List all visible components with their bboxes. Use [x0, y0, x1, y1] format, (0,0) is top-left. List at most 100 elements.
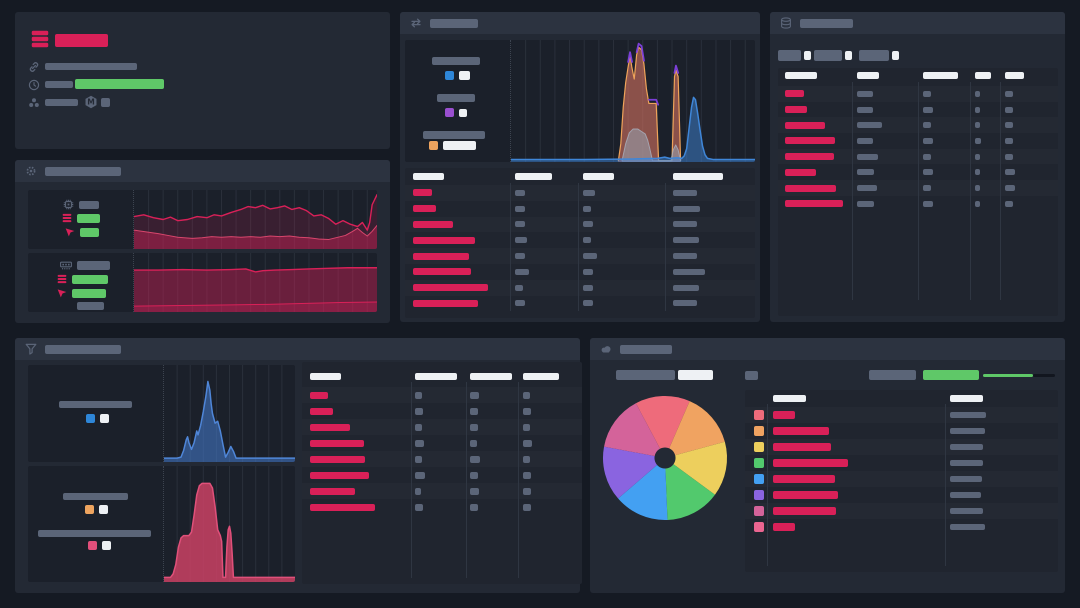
cpu-series-b-legend[interactable] [65, 227, 99, 237]
filter-select-2[interactable] [814, 50, 842, 61]
table-row[interactable] [302, 403, 582, 419]
row-cell-bar [523, 487, 531, 495]
table-row[interactable] [778, 86, 1058, 102]
storage-label-bar [616, 370, 675, 380]
row-cell-bar [1005, 122, 1013, 129]
legend-row[interactable] [745, 487, 1058, 503]
pie-slice-2[interactable] [665, 401, 725, 458]
row-cell-bar [1005, 137, 1013, 144]
row-cell-bar [583, 268, 593, 275]
row-key-bar [785, 121, 825, 129]
legend-swatch [754, 474, 764, 484]
table-row[interactable] [778, 117, 1058, 133]
legend-row[interactable] [745, 455, 1058, 471]
filter-select-1-caret[interactable] [804, 51, 811, 60]
series-3-value[interactable] [429, 141, 476, 150]
series-3-label[interactable] [423, 131, 485, 139]
table-row[interactable] [405, 185, 755, 201]
pie-slice-3[interactable] [665, 441, 728, 495]
column-header [857, 72, 879, 79]
usage-progress-track[interactable] [1033, 374, 1055, 377]
series-2-value[interactable] [445, 108, 467, 117]
requests-out-area [164, 483, 295, 582]
series-value[interactable] [86, 414, 109, 423]
memory-legend-label[interactable] [60, 259, 110, 271]
row-key-bar [310, 423, 350, 431]
table-row[interactable] [302, 419, 582, 435]
legend-key-bar [773, 443, 831, 451]
filter-select-1[interactable] [778, 50, 801, 61]
chart-plot [163, 466, 295, 582]
legend-row[interactable] [745, 407, 1058, 423]
table-row[interactable] [778, 102, 1058, 118]
table-row[interactable] [302, 451, 582, 467]
table-row[interactable] [302, 467, 582, 483]
row-cell-bar [515, 221, 525, 228]
row-cell-bar [857, 200, 874, 207]
table-row[interactable] [405, 264, 755, 280]
series-label[interactable] [59, 401, 132, 408]
row-cell-bar [975, 169, 980, 176]
table-row[interactable] [405, 296, 755, 312]
pie-slice-5[interactable] [618, 458, 668, 520]
filter-select-3[interactable] [859, 50, 889, 61]
pie-slice-6[interactable] [602, 446, 665, 499]
legend-row[interactable] [745, 503, 1058, 519]
legend-key-bar [773, 475, 835, 483]
legend-row[interactable] [745, 519, 1058, 535]
row-cell-bar [523, 423, 530, 431]
series-1-label[interactable] [432, 57, 480, 65]
cpu-icon [63, 199, 74, 210]
legend-row[interactable] [745, 471, 1058, 487]
column-separator [466, 382, 467, 578]
legend-row[interactable] [745, 423, 1058, 439]
row-cell-bar [515, 253, 525, 260]
table-row[interactable] [302, 435, 582, 451]
table-row[interactable] [405, 248, 755, 264]
series-1-label[interactable] [63, 493, 128, 500]
table-row[interactable] [405, 280, 755, 296]
table-row[interactable] [302, 387, 582, 403]
pie-slice-7[interactable] [604, 403, 665, 458]
row-key-bar [413, 268, 471, 276]
table-row[interactable] [302, 499, 582, 515]
legend-value-bar [950, 412, 986, 418]
usage-progress-filled[interactable] [983, 374, 1033, 377]
requests-in-area [164, 381, 295, 462]
table-row[interactable] [778, 149, 1058, 165]
series-2-label[interactable] [38, 530, 151, 537]
cpu-series-a-legend[interactable] [62, 213, 100, 223]
row-cell-bar [583, 284, 593, 291]
requests-b-chart [164, 466, 295, 582]
table-row[interactable] [405, 217, 755, 233]
legend-value-bar [950, 492, 981, 498]
series-2-label[interactable] [437, 94, 475, 102]
table-row[interactable] [778, 180, 1058, 196]
column-separator [945, 404, 946, 566]
row-cell-bar [975, 137, 981, 144]
peak-marker-4-line [674, 66, 678, 73]
row-cell-bar [975, 90, 980, 97]
link-icon [28, 61, 40, 73]
table-row[interactable] [778, 196, 1058, 212]
filter-select-2-caret[interactable] [845, 51, 852, 60]
pie-slice-1[interactable] [635, 396, 690, 458]
transfer-icon [410, 17, 422, 29]
requests-in-line [164, 381, 295, 458]
legend-row[interactable] [745, 439, 1058, 455]
filter-select-3-caret[interactable] [892, 51, 899, 60]
table-row[interactable] [405, 201, 755, 217]
series-1-value[interactable] [445, 71, 470, 80]
table-row[interactable] [778, 133, 1058, 149]
row-cell-bar [523, 407, 531, 415]
series-2-value[interactable] [88, 541, 111, 550]
memory-series-b-legend[interactable] [57, 288, 106, 298]
table-row[interactable] [405, 232, 755, 248]
pie-slice-4[interactable] [665, 458, 715, 520]
cpu-legend-label[interactable] [63, 199, 99, 210]
table-row[interactable] [778, 165, 1058, 181]
memory-series-a-legend[interactable] [57, 274, 108, 284]
memory-footnote[interactable] [77, 302, 104, 310]
series-1-value[interactable] [85, 505, 108, 514]
table-row[interactable] [302, 483, 582, 499]
